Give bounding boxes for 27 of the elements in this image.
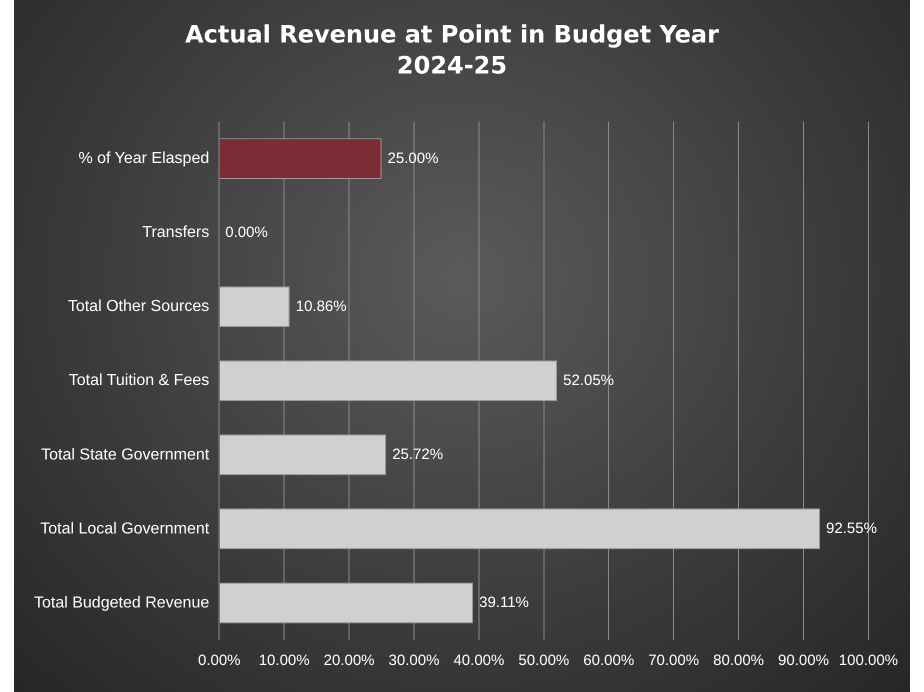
data-label: 0.00% — [225, 224, 268, 241]
x-tick-label: 80.00% — [713, 652, 764, 670]
data-label: 25.00% — [388, 150, 438, 167]
x-tick-label: 0.00% — [198, 652, 241, 670]
x-tick-label: 90.00% — [778, 652, 829, 670]
data-label: 92.55% — [826, 520, 877, 538]
y-tick-label: Total State Government — [41, 446, 210, 464]
data-label: 39.11% — [479, 594, 529, 612]
x-tick-label: 40.00% — [453, 652, 504, 670]
y-tick-label: % of Year Elasped — [78, 150, 210, 168]
x-tick-label: 70.00% — [648, 652, 700, 670]
chart-subtitle: 2024-25 — [396, 51, 508, 80]
y-tick-label: Transfers — [142, 224, 210, 242]
x-tick-label: 30.00% — [388, 652, 440, 670]
data-label: 10.86% — [296, 298, 347, 315]
chart-title: Actual Revenue at Point in Budget Year — [185, 20, 720, 49]
data-label: 52.05% — [563, 372, 614, 389]
x-tick-label: 10.00% — [258, 652, 310, 670]
data-label: 25.72% — [392, 446, 444, 463]
x-tick-label: 20.00% — [324, 652, 375, 670]
x-tick-label: 50.00% — [518, 652, 570, 670]
x-tick-label: 100.00% — [838, 652, 898, 670]
y-tick-label: Total Local Government — [40, 520, 210, 538]
y-tick-label: Total Tuition & Fees — [68, 372, 210, 390]
y-tick-label: Total Budgeted Revenue — [34, 594, 210, 612]
x-tick-label: 60.00% — [583, 652, 634, 670]
y-tick-label: Total Other Sources — [68, 298, 210, 316]
